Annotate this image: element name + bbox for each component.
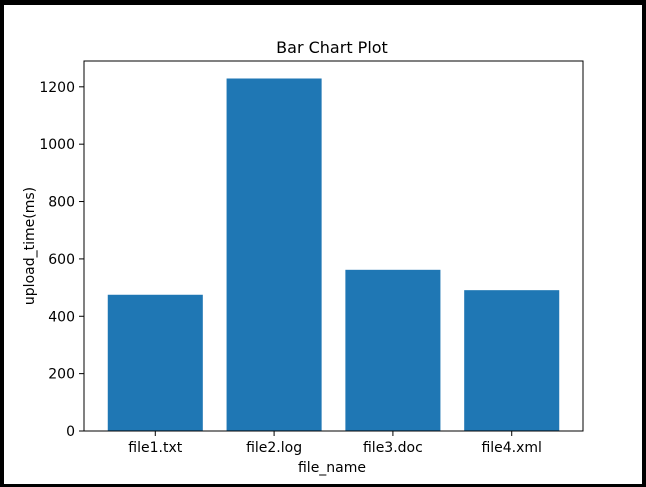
- y-tick-label: 600: [48, 252, 75, 268]
- x-axis-label: file_name: [298, 460, 366, 476]
- bar-file3.doc: [345, 269, 441, 431]
- chart-title: Bar Chart Plot: [276, 38, 388, 57]
- y-tick-label: 200: [48, 367, 75, 383]
- y-tick-label: 0: [66, 424, 75, 440]
- bars-group: [107, 78, 560, 431]
- y-tick-label: 1000: [39, 137, 75, 153]
- bar-file4.xml: [464, 290, 560, 431]
- plot-frame: [83, 60, 584, 432]
- bar-file1.txt: [107, 294, 203, 431]
- x-tick-label: file4.xml: [481, 440, 542, 456]
- y-axis-ticks: 0 200 400 600 800 1000 1200: [39, 80, 84, 440]
- y-tick-label: 400: [48, 309, 75, 325]
- x-tick-label: file1.txt: [128, 440, 182, 456]
- x-axis-ticks: file1.txt file2.log file3.doc file4.xml: [128, 431, 542, 456]
- bar-file2.log: [226, 78, 322, 431]
- y-tick-label: 800: [48, 195, 75, 211]
- x-tick-label: file2.log: [246, 440, 302, 456]
- y-tick-label: 1200: [39, 80, 75, 96]
- x-tick-label: file3.doc: [363, 440, 423, 456]
- y-axis-label: upload_time(ms): [22, 187, 38, 305]
